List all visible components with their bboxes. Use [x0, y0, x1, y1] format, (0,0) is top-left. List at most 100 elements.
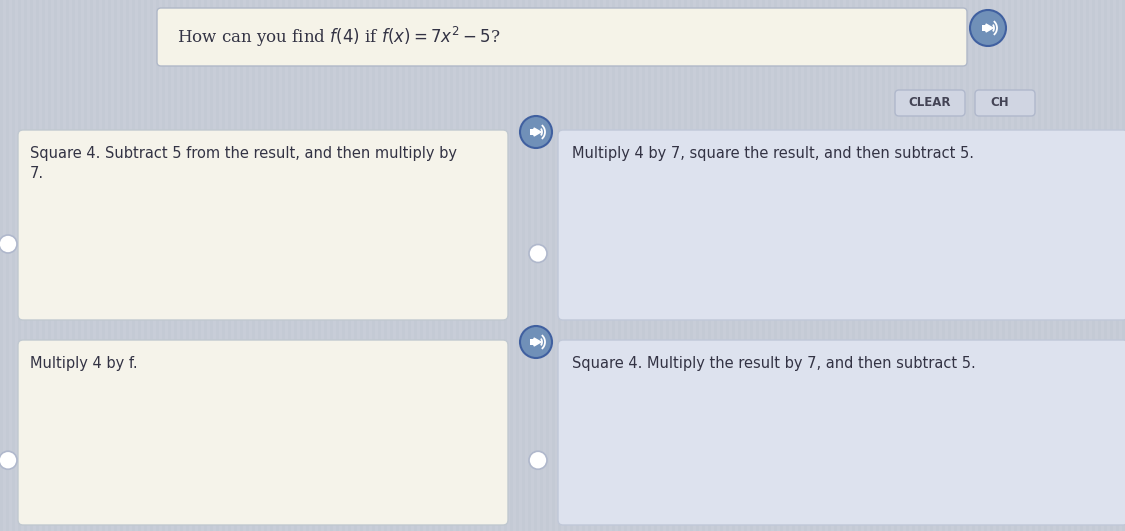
Bar [798, 0, 801, 531]
Bar [366, 0, 369, 531]
Bar [342, 0, 345, 531]
FancyBboxPatch shape [18, 130, 508, 320]
Bar [780, 0, 783, 531]
Bar [990, 0, 993, 531]
Text: Square 4. Multiply the result by 7, and then subtract 5.: Square 4. Multiply the result by 7, and … [572, 356, 975, 371]
Bar [282, 0, 285, 531]
Text: How can you find $f(4)$ if $f(x) = 7x^2 - 5$?: How can you find $f(4)$ if $f(x) = 7x^2 … [177, 25, 501, 49]
Bar [822, 0, 825, 531]
FancyBboxPatch shape [158, 8, 968, 66]
Bar [1026, 0, 1029, 531]
Bar [456, 0, 459, 531]
Bar [630, 0, 633, 531]
Bar [324, 0, 327, 531]
Bar [312, 0, 315, 531]
Bar [174, 0, 177, 531]
Polygon shape [534, 338, 541, 346]
Bar [978, 0, 981, 531]
Bar [558, 0, 561, 531]
Bar [1056, 0, 1059, 531]
FancyBboxPatch shape [18, 340, 508, 525]
Bar [828, 0, 831, 531]
Bar [186, 0, 189, 531]
Bar [24, 0, 27, 531]
Bar [0, 0, 3, 531]
Bar [1086, 0, 1089, 531]
Bar [468, 0, 471, 531]
Bar [804, 0, 807, 531]
Bar [552, 0, 555, 531]
Bar [378, 0, 381, 531]
FancyBboxPatch shape [896, 90, 965, 116]
Bar [606, 0, 609, 531]
Bar [36, 0, 39, 531]
Circle shape [520, 116, 552, 148]
Bar [54, 0, 57, 531]
Bar [168, 0, 171, 531]
Bar [276, 0, 279, 531]
Bar [396, 0, 399, 531]
Bar [810, 0, 813, 531]
Bar [498, 0, 501, 531]
Bar [510, 0, 513, 531]
Bar [30, 0, 33, 531]
Text: Multiply 4 by f.: Multiply 4 by f. [30, 356, 137, 371]
Bar [270, 0, 273, 531]
Bar [582, 0, 585, 531]
Bar [120, 0, 123, 531]
Bar [114, 0, 117, 531]
Bar [1062, 0, 1065, 531]
Bar [228, 0, 231, 531]
Bar [858, 0, 861, 531]
Bar [738, 0, 741, 531]
Bar [12, 0, 15, 531]
Bar [18, 0, 21, 531]
Bar [672, 0, 675, 531]
Bar [942, 0, 945, 531]
Bar [102, 0, 105, 531]
Bar [744, 0, 747, 531]
Bar [222, 0, 225, 531]
Bar [1002, 0, 1005, 531]
Bar [234, 0, 237, 531]
Bar [1122, 0, 1125, 531]
Bar [774, 0, 777, 531]
Bar [1008, 0, 1011, 531]
Bar [264, 0, 267, 531]
Bar [1116, 0, 1119, 531]
Circle shape [529, 451, 547, 469]
Bar [504, 0, 507, 531]
Bar [864, 0, 867, 531]
Bar [636, 0, 639, 531]
Bar [612, 0, 615, 531]
Bar [474, 0, 477, 531]
Bar [516, 0, 519, 531]
Bar [714, 0, 717, 531]
Text: Square 4. Subtract 5 from the result, and then multiply by: Square 4. Subtract 5 from the result, an… [30, 146, 457, 161]
Bar [384, 0, 387, 531]
Bar [126, 0, 129, 531]
Bar [570, 0, 573, 531]
Bar [894, 0, 897, 531]
Bar [954, 0, 957, 531]
Bar [870, 0, 873, 531]
Polygon shape [534, 128, 541, 136]
Bar [318, 0, 321, 531]
Bar [408, 0, 411, 531]
Text: 7.: 7. [30, 166, 44, 181]
Bar [876, 0, 879, 531]
Bar [78, 0, 81, 531]
Bar [900, 0, 903, 531]
Bar [690, 0, 693, 531]
Bar [726, 0, 729, 531]
Bar [144, 0, 147, 531]
Bar [786, 0, 789, 531]
Bar [420, 0, 423, 531]
Bar [756, 0, 759, 531]
FancyBboxPatch shape [982, 25, 986, 31]
Circle shape [0, 235, 17, 253]
Bar [924, 0, 927, 531]
Bar [216, 0, 219, 531]
Bar [1098, 0, 1101, 531]
Bar [1044, 0, 1047, 531]
